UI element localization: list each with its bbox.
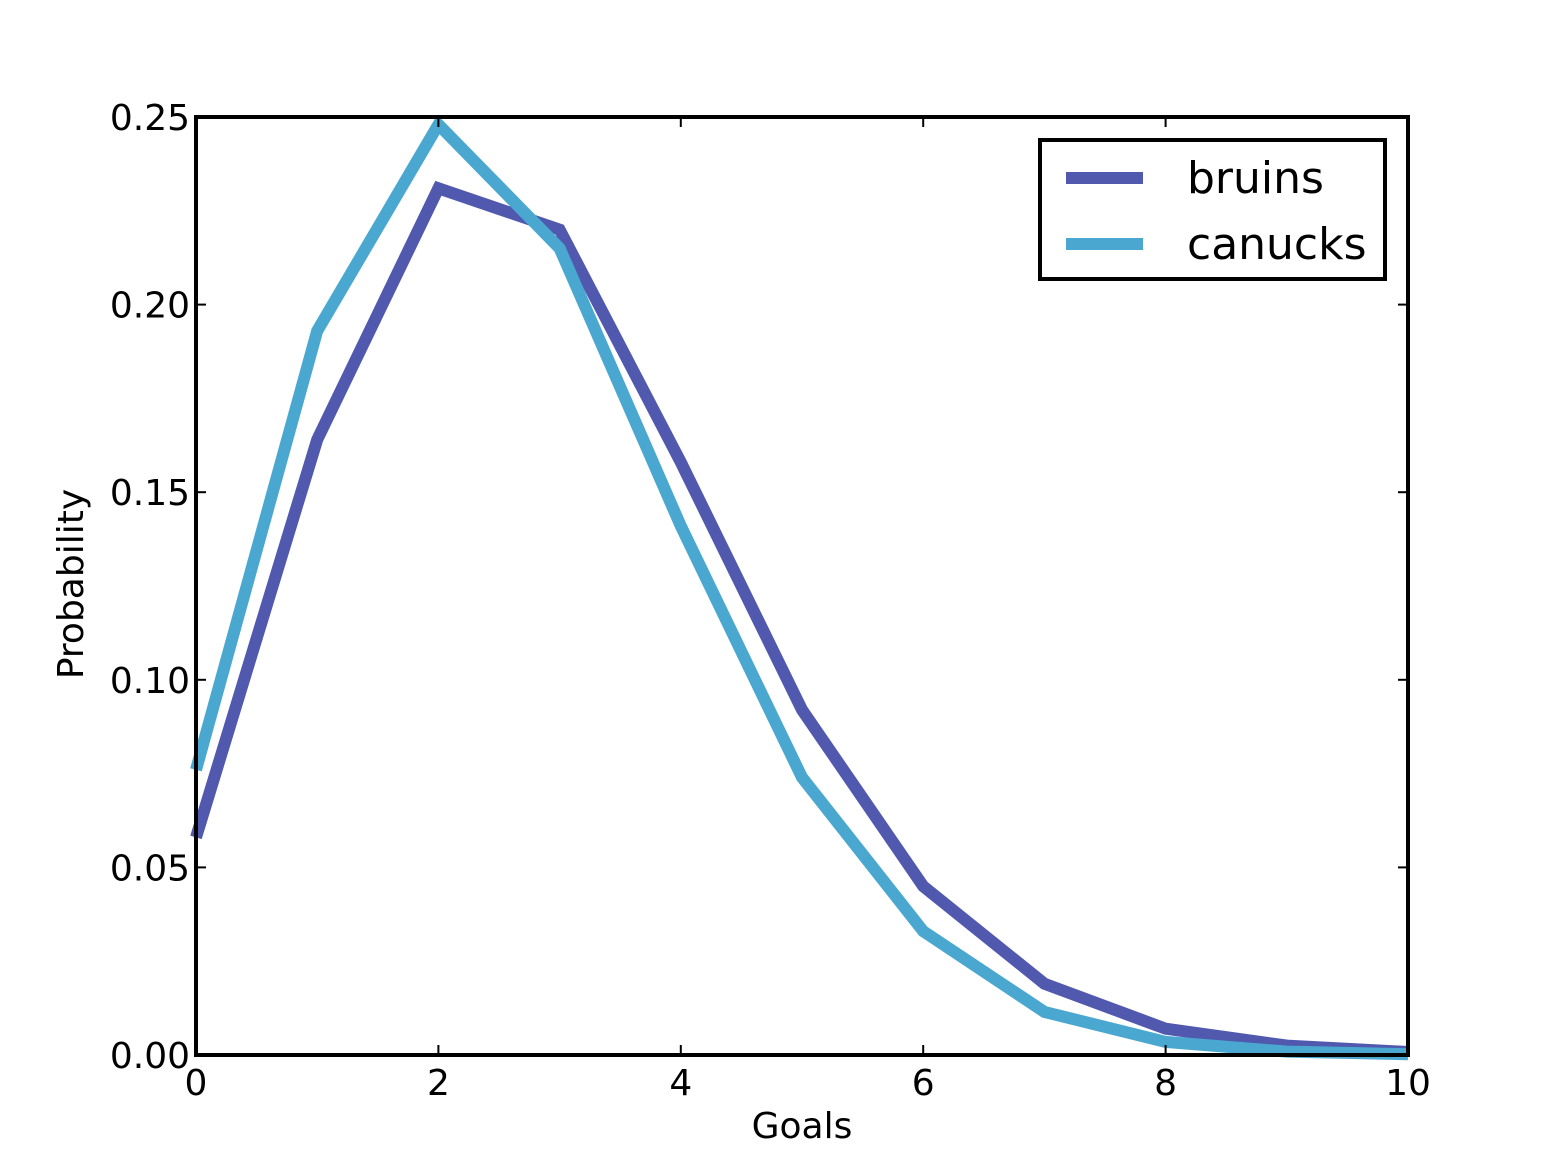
y-tick-label: 0.25 bbox=[110, 98, 190, 139]
plot-lines bbox=[190, 114, 1409, 1061]
legend-label-canucks: canucks bbox=[1187, 219, 1367, 270]
plot-frame bbox=[194, 115, 1410, 1057]
series-line-canucks bbox=[190, 114, 1409, 1061]
x-axis-label: Goals bbox=[752, 1106, 853, 1147]
x-tick-label: 6 bbox=[912, 1063, 935, 1104]
x-tick-label: 10 bbox=[1385, 1063, 1431, 1104]
y-axis-label: Probability bbox=[51, 489, 92, 679]
legend-label-bruins: bruins bbox=[1187, 153, 1324, 204]
x-tick-label: 0 bbox=[185, 1063, 208, 1104]
y-tick-label: 0.10 bbox=[110, 661, 190, 702]
y-tick-label: 0.05 bbox=[110, 848, 190, 889]
y-tick-label: 0.00 bbox=[110, 1036, 190, 1077]
legend-frame bbox=[1038, 138, 1387, 281]
x-tick-label: 2 bbox=[427, 1063, 450, 1104]
y-tick-label: 0.15 bbox=[110, 473, 190, 514]
y-tick-label: 0.20 bbox=[110, 286, 190, 327]
x-tick-label: 4 bbox=[669, 1063, 692, 1104]
axis-tick-labels: 0 2 4 6 8 10 0.00 0.05 0.10 0.15 0.20 0.25 bbox=[110, 98, 1431, 1104]
legend: bruins canucks bbox=[1038, 138, 1387, 281]
series-line-bruins bbox=[190, 180, 1409, 1058]
x-tick-label: 8 bbox=[1154, 1063, 1177, 1104]
axis-ticks bbox=[195, 116, 1409, 1056]
